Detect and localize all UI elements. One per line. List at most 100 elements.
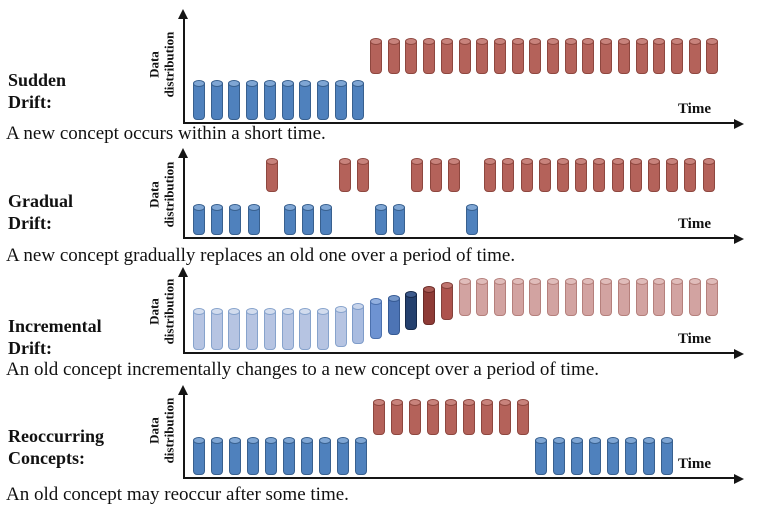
cylinder-top-ellipse [373,399,385,406]
cylinder-top-ellipse [582,38,595,45]
cylinder-old-concept [284,204,296,235]
cylinder-old-concept [352,302,365,344]
cylinder-top-ellipse [684,158,697,165]
cylinder-top-ellipse [210,308,223,315]
row-title-line2: Concepts: [8,447,85,468]
row-title-incremental-drift: Incremental Drift: [8,316,102,360]
cylinder-new-concept [547,38,559,74]
cylinder-new-concept [484,158,497,192]
x-axis-label: Time [677,101,711,117]
cylinder-new-concept [370,38,382,74]
chart-plot-sudden: Time [178,9,744,129]
cylinder-old-concept [643,437,655,475]
cylinder-new-concept [617,38,630,74]
cylinder-top-ellipse [553,437,565,444]
cylinder-old-concept [263,308,276,350]
caption-incremental-drift: An old concept incrementally changes to … [6,359,599,380]
cylinder-new-concept [520,158,533,192]
cylinder-top-ellipse [320,204,333,211]
cylinder-old-concept [283,437,295,475]
cylinder-top-ellipse [355,437,367,444]
x-axis-label: Time [677,456,711,472]
cylinder-top-ellipse [520,158,533,165]
cylinder-top-ellipse [564,278,577,285]
cylinder-old-concept [607,437,619,475]
cylinder-top-ellipse [670,278,683,285]
cylinder-new-concept [458,38,471,74]
cylinder-new-concept [338,158,351,192]
cylinder-new-concept [493,38,506,74]
cylinder-old-concept [299,308,312,350]
cylinder-new-concept [702,158,715,192]
cylinder-top-ellipse [617,38,630,45]
cylinder-top-ellipse [625,437,637,444]
cylinder-top-ellipse [653,278,666,285]
cylinder-top-ellipse [229,437,241,444]
panel-sudden-drift: Sudden Drift: Data distribution Time A n… [0,0,768,150]
cylinder-top-ellipse [617,278,630,285]
cylinder-top-ellipse [589,437,601,444]
cylinder-top-ellipse [337,437,349,444]
cylinder-top-ellipse [476,278,489,285]
cylinder-top-ellipse [193,204,205,211]
row-title-line2: Drift: [8,91,52,112]
cylinder-old-concept [553,437,565,475]
cylinder-new-concept [635,278,648,316]
cylinder-top-ellipse [405,38,418,45]
cylinder-top-ellipse [334,305,347,313]
row-title-line2: Drift: [8,212,52,233]
cylinder-old-concept [319,437,331,475]
cylinder-top-ellipse [611,158,624,165]
cylinder-old-concept [229,204,242,235]
cylinder-new-concept [706,278,719,316]
cylinder-new-concept [688,38,701,74]
cylinder-top-ellipse [263,80,276,87]
cylinder-top-ellipse [302,204,315,211]
cylinder-new-concept [517,399,529,435]
cylinder-new-concept [648,158,660,192]
cylinder-top-ellipse [445,399,457,406]
cylinder-top-ellipse [466,204,478,211]
cylinder-top-ellipse [319,437,331,444]
cylinder-old-concept [535,437,547,475]
cylinder-old-concept [246,80,259,120]
cylinder-top-ellipse [210,80,223,87]
cylinder-top-ellipse [511,278,524,285]
cylinder-new-concept [458,278,471,316]
row-title-gradual-drift: Gradual Drift: [8,191,73,235]
cylinder-top-ellipse [511,38,524,45]
cylinder-top-ellipse [299,308,312,315]
cylinder-old-concept [370,298,382,340]
cylinder-new-concept [409,399,421,435]
caption-gradual-drift: A new concept gradually replaces an old … [6,245,516,266]
cylinder-new-concept [564,278,577,316]
cylinder-new-concept [547,278,559,316]
cylinder-top-ellipse [688,38,701,45]
cylinder-top-ellipse [247,204,260,211]
cylinder-top-ellipse [547,278,559,285]
cylinder-top-ellipse [370,298,382,306]
cylinder-top-ellipse [263,308,276,315]
cylinder-new-concept [635,38,648,74]
cylinder-top-ellipse [706,38,719,45]
cylinder-top-ellipse [582,278,595,285]
y-axis-label: Data distribution [146,262,176,362]
cylinder-new-concept [611,158,624,192]
cylinder-old-concept [228,80,241,120]
cylinder-top-ellipse [370,38,382,45]
cylinder-old-concept [247,204,260,235]
cylinder-new-concept [538,158,551,192]
cylinder-top-ellipse [246,80,259,87]
cylinder-top-ellipse [648,158,660,165]
cylinder-top-ellipse [283,437,295,444]
cylinder-top-ellipse [246,308,259,315]
cylinder-new-concept [499,399,511,435]
cylinder-new-concept [265,158,278,192]
cylinder-top-ellipse [538,158,551,165]
cylinder-new-concept [493,278,506,316]
cylinder-top-ellipse [447,158,460,165]
arrowhead-up-icon [178,262,188,277]
cylinder-new-concept [427,399,439,435]
cylinder-old-concept [301,437,313,475]
